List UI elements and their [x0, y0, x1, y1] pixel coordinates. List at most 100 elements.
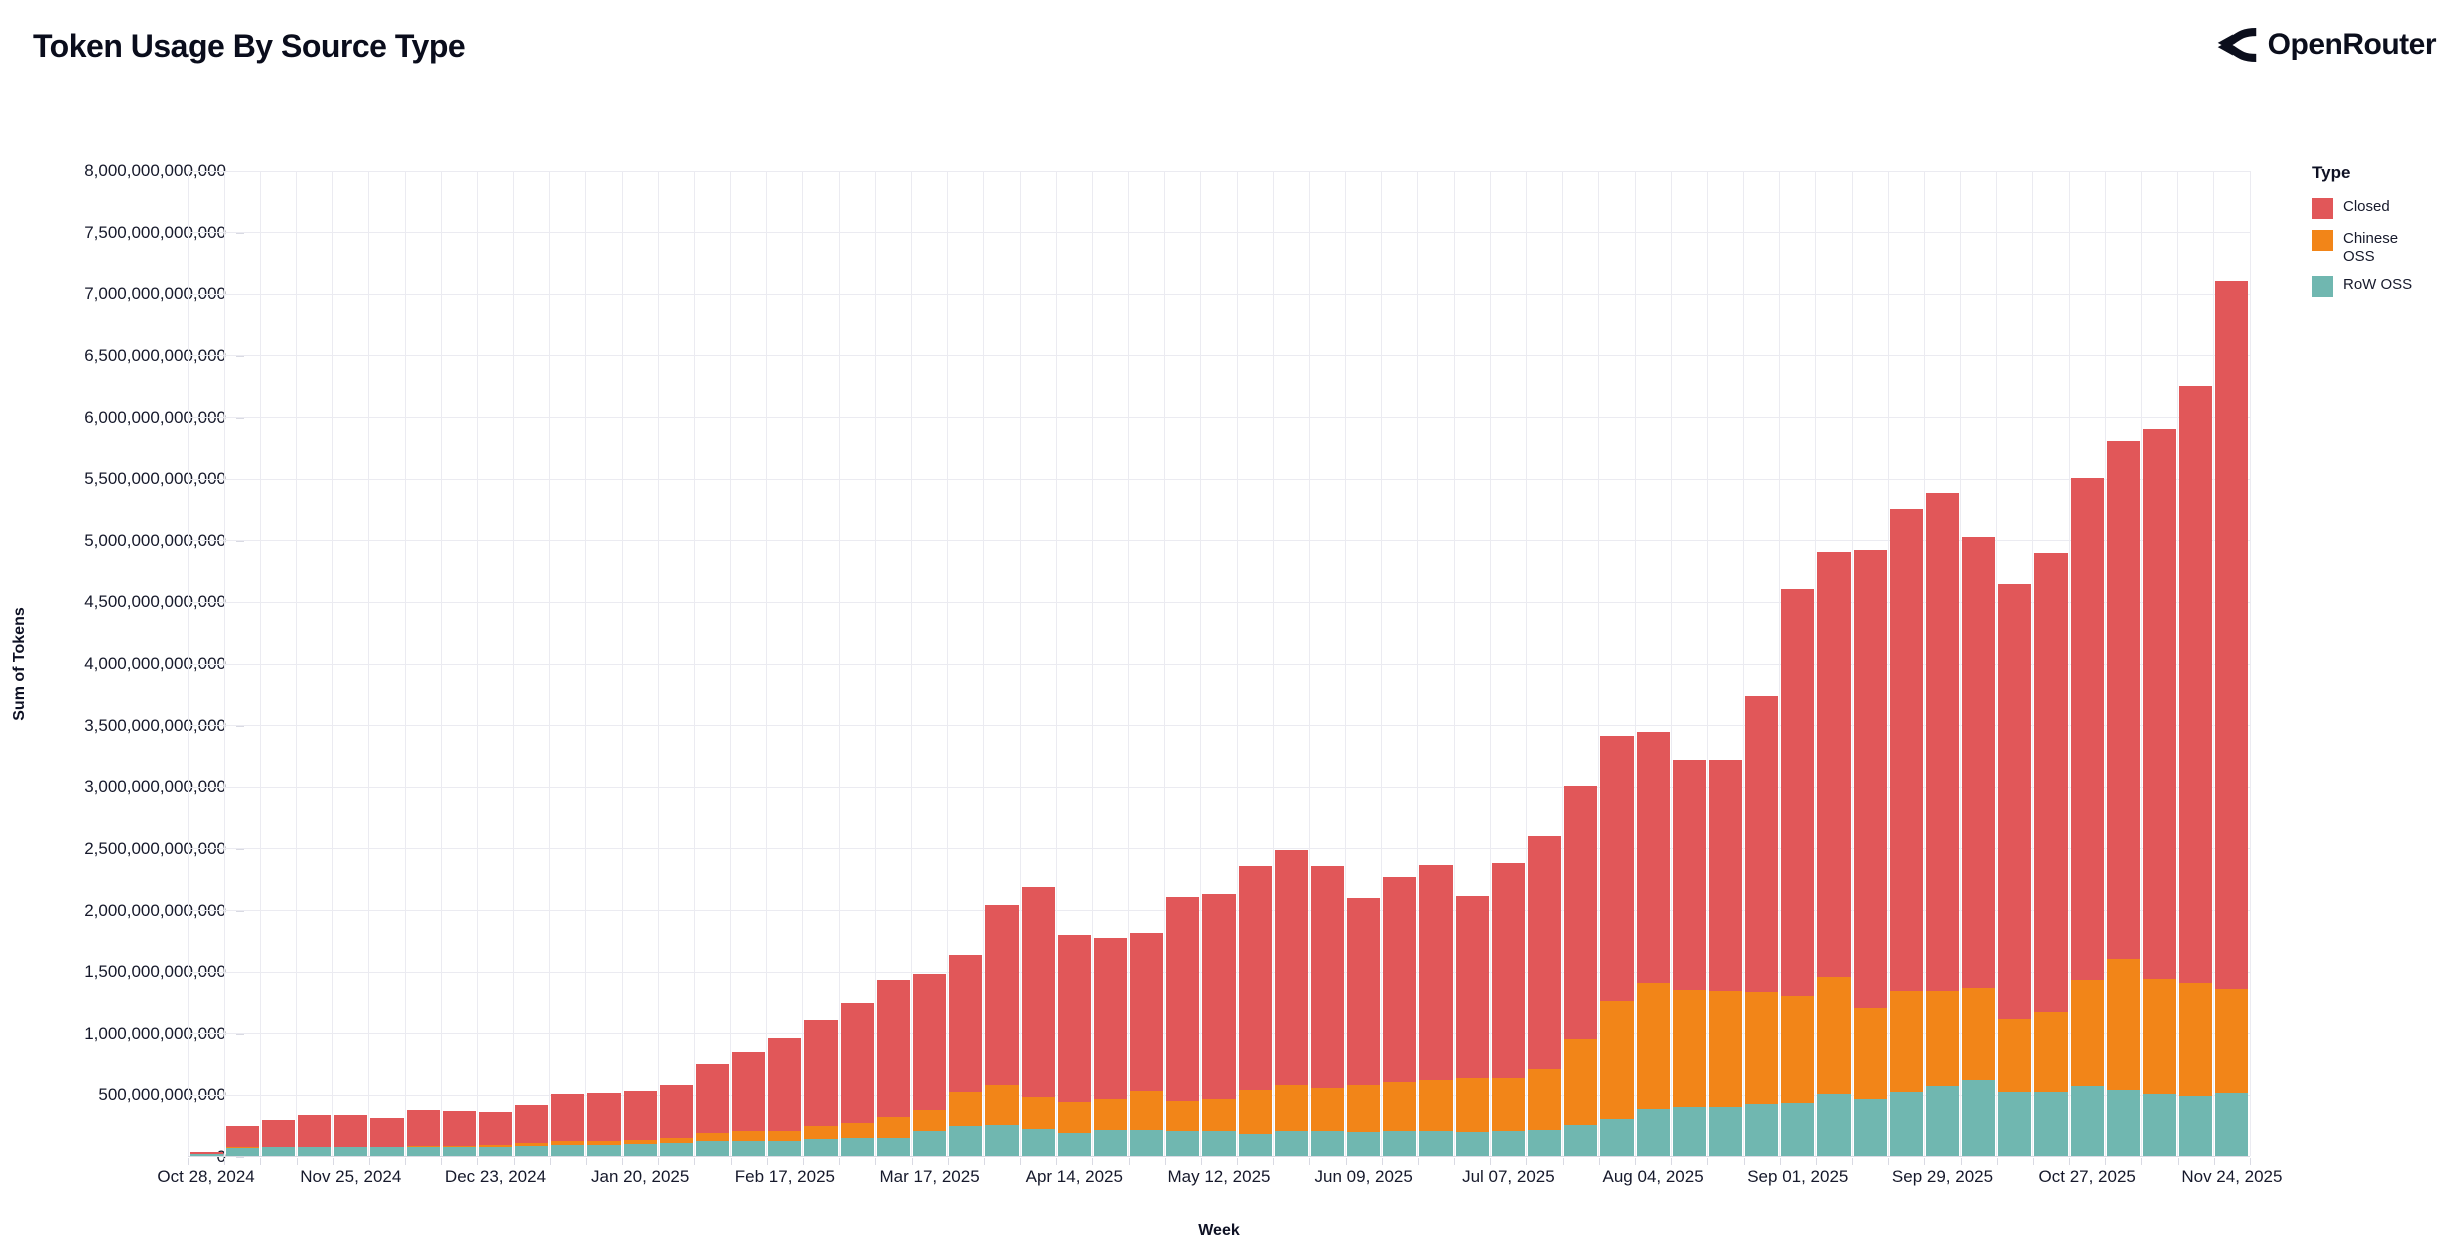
bar-segment-chinese-oss[interactable] — [2034, 1012, 2068, 1092]
bar-segment-chinese-oss[interactable] — [334, 1146, 368, 1148]
bar-segment-chinese-oss[interactable] — [1021, 1097, 1055, 1129]
bar-dec-09-2024[interactable] — [406, 170, 440, 1156]
bar-segment-chinese-oss[interactable] — [1781, 995, 1815, 1104]
bar-segment-chinese-oss[interactable] — [2070, 980, 2104, 1086]
legend-item-closed[interactable]: Closed — [2312, 198, 2450, 219]
bar-segment-closed[interactable] — [2142, 428, 2177, 979]
bar-segment-closed[interactable] — [478, 1112, 513, 1145]
bar-aug-11-2025[interactable] — [1672, 170, 1706, 1156]
bar-segment-row-oss[interactable] — [406, 1146, 440, 1156]
bar-segment-closed[interactable] — [1672, 760, 1706, 990]
bar-segment-row-oss[interactable] — [1527, 1129, 1562, 1156]
bar-mar-17-2025[interactable] — [913, 170, 947, 1156]
legend-item-chinese-oss[interactable]: Chinese OSS — [2312, 230, 2450, 265]
bar-segment-row-oss[interactable] — [587, 1144, 621, 1156]
bar-segment-row-oss[interactable] — [1166, 1131, 1200, 1156]
bar-segment-row-oss[interactable] — [1672, 1106, 1706, 1156]
bar-segment-row-oss[interactable] — [225, 1148, 259, 1156]
bar-sep-01-2025[interactable] — [1781, 170, 1815, 1156]
bar-jun-23-2025[interactable] — [1419, 170, 1453, 1156]
bar-segment-row-oss[interactable] — [2142, 1094, 2177, 1156]
bar-segment-row-oss[interactable] — [189, 1154, 223, 1156]
bar-segment-chinese-oss[interactable] — [840, 1122, 874, 1138]
bar-segment-closed[interactable] — [1491, 862, 1525, 1079]
bar-segment-closed[interactable] — [1310, 866, 1345, 1089]
bar-segment-closed[interactable] — [1021, 887, 1055, 1098]
bar-segment-closed[interactable] — [1998, 584, 2032, 1019]
bar-mar-03-2025[interactable] — [840, 170, 874, 1156]
bar-segment-row-oss[interactable] — [1853, 1099, 1887, 1156]
bar-segment-closed[interactable] — [442, 1111, 476, 1146]
bar-jan-13-2025[interactable] — [587, 170, 621, 1156]
bar-segment-closed[interactable] — [1130, 932, 1164, 1092]
bar-oct-27-2025[interactable] — [2070, 170, 2104, 1156]
bar-dec-23-2024[interactable] — [478, 170, 513, 1156]
bar-segment-row-oss[interactable] — [1491, 1130, 1525, 1156]
bar-apr-07-2025[interactable] — [1021, 170, 1055, 1156]
bar-dec-02-2024[interactable] — [370, 170, 404, 1156]
bar-segment-chinese-oss[interactable] — [1889, 990, 1923, 1092]
bar-segment-row-oss[interactable] — [732, 1140, 766, 1156]
bar-mar-24-2025[interactable] — [949, 170, 983, 1156]
bar-segment-chinese-oss[interactable] — [623, 1139, 657, 1145]
bar-segment-closed[interactable] — [732, 1052, 766, 1132]
bar-segment-closed[interactable] — [515, 1105, 549, 1144]
bar-segment-chinese-oss[interactable] — [1347, 1085, 1381, 1132]
bar-segment-row-oss[interactable] — [1636, 1109, 1670, 1156]
bar-jan-06-2025[interactable] — [551, 170, 585, 1156]
bar-segment-chinese-oss[interactable] — [1600, 1000, 1634, 1120]
bar-segment-chinese-oss[interactable] — [1130, 1091, 1164, 1130]
bar-dec-16-2024[interactable] — [442, 170, 476, 1156]
bar-segment-row-oss[interactable] — [1925, 1085, 1960, 1156]
bar-jun-02-2025[interactable] — [1310, 170, 1345, 1156]
bar-apr-14-2025[interactable] — [1057, 170, 1091, 1156]
bar-segment-row-oss[interactable] — [1962, 1080, 1996, 1156]
bar-segment-row-oss[interactable] — [1781, 1103, 1815, 1156]
bar-oct-20-2025[interactable] — [2034, 170, 2068, 1156]
bar-nov-18-2024[interactable] — [298, 170, 332, 1156]
bar-mar-10-2025[interactable] — [876, 170, 910, 1156]
bar-segment-chinese-oss[interactable] — [1274, 1085, 1308, 1131]
bar-segment-chinese-oss[interactable] — [298, 1146, 332, 1148]
bar-segment-row-oss[interactable] — [370, 1147, 404, 1156]
bar-segment-chinese-oss[interactable] — [804, 1126, 838, 1139]
bar-segment-closed[interactable] — [298, 1114, 332, 1147]
bar-sep-29-2025[interactable] — [1925, 170, 1960, 1156]
bar-feb-03-2025[interactable] — [695, 170, 730, 1156]
bar-segment-chinese-oss[interactable] — [949, 1091, 983, 1127]
bar-segment-chinese-oss[interactable] — [406, 1145, 440, 1147]
bar-segment-closed[interactable] — [2070, 478, 2104, 981]
bar-segment-closed[interactable] — [1383, 877, 1417, 1083]
bar-segment-row-oss[interactable] — [1310, 1130, 1345, 1156]
bar-segment-chinese-oss[interactable] — [1419, 1079, 1453, 1131]
bar-segment-closed[interactable] — [1889, 508, 1923, 991]
bar-sep-22-2025[interactable] — [1889, 170, 1923, 1156]
bar-segment-chinese-oss[interactable] — [478, 1144, 513, 1147]
bar-segment-row-oss[interactable] — [1202, 1131, 1236, 1156]
bar-segment-row-oss[interactable] — [1347, 1131, 1381, 1156]
bar-segment-chinese-oss[interactable] — [732, 1131, 766, 1141]
bar-may-05-2025[interactable] — [1166, 170, 1200, 1156]
bar-segment-chinese-oss[interactable] — [1925, 991, 1960, 1086]
bar-segment-closed[interactable] — [1455, 895, 1489, 1079]
bar-nov-17-2025[interactable] — [2179, 170, 2213, 1156]
bar-may-26-2025[interactable] — [1274, 170, 1308, 1156]
bar-segment-row-oss[interactable] — [804, 1138, 838, 1156]
bar-segment-chinese-oss[interactable] — [985, 1085, 1019, 1125]
bar-segment-row-oss[interactable] — [1998, 1091, 2032, 1156]
bar-segment-chinese-oss[interactable] — [1527, 1068, 1562, 1130]
bar-nov-10-2025[interactable] — [2142, 170, 2177, 1156]
bar-oct-28-2024[interactable] — [189, 170, 223, 1156]
bar-segment-row-oss[interactable] — [2179, 1096, 2213, 1156]
bar-segment-row-oss[interactable] — [1130, 1129, 1164, 1156]
bar-segment-row-oss[interactable] — [2034, 1091, 2068, 1156]
bar-jul-28-2025[interactable] — [1600, 170, 1634, 1156]
bar-segment-chinese-oss[interactable] — [1998, 1018, 2032, 1092]
bar-may-12-2025[interactable] — [1202, 170, 1236, 1156]
bar-segment-chinese-oss[interactable] — [1745, 992, 1779, 1105]
bar-segment-closed[interactable] — [768, 1037, 802, 1131]
bar-segment-chinese-oss[interactable] — [2142, 978, 2177, 1095]
bar-segment-row-oss[interactable] — [298, 1147, 332, 1156]
bar-oct-06-2025[interactable] — [1962, 170, 1996, 1156]
bar-jun-09-2025[interactable] — [1347, 170, 1381, 1156]
